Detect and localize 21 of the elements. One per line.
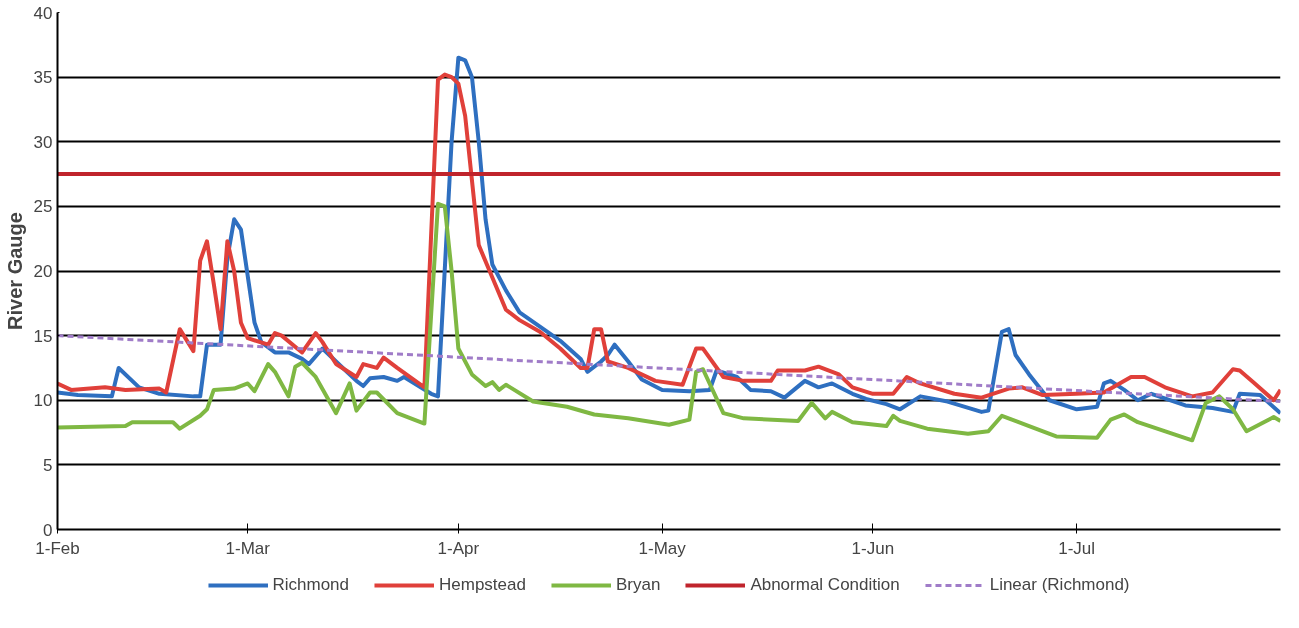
- y-tick-label: 0: [43, 520, 53, 540]
- y-tick-label: 5: [43, 455, 53, 475]
- x-tick-label: 1-Apr: [437, 538, 480, 558]
- y-axis-title: River Gauge: [3, 212, 26, 330]
- y-tick-label: 40: [33, 3, 53, 23]
- legend-label: Hempstead: [439, 575, 526, 595]
- legend-label: Bryan: [615, 575, 661, 595]
- y-tick-label: 35: [33, 68, 53, 88]
- legend-label: Linear (Richmond): [989, 575, 1130, 595]
- x-tick-label: 1-Jun: [851, 538, 895, 558]
- y-tick-label: 25: [33, 197, 53, 217]
- y-tick-label: 20: [33, 262, 53, 281]
- legend-label: Abnormal Condition: [750, 575, 900, 595]
- x-tick-label: 1-Jul: [1058, 538, 1096, 558]
- y-tick-label: 10: [33, 391, 53, 411]
- y-tick-label: 15: [33, 326, 53, 346]
- x-tick-label: 1-May: [638, 538, 687, 558]
- y-tick-label: 30: [33, 132, 53, 152]
- x-tick-label: 1-Mar: [225, 538, 271, 558]
- x-tick-label: 1-Feb: [35, 538, 80, 558]
- legend-label: Richmond: [272, 575, 350, 595]
